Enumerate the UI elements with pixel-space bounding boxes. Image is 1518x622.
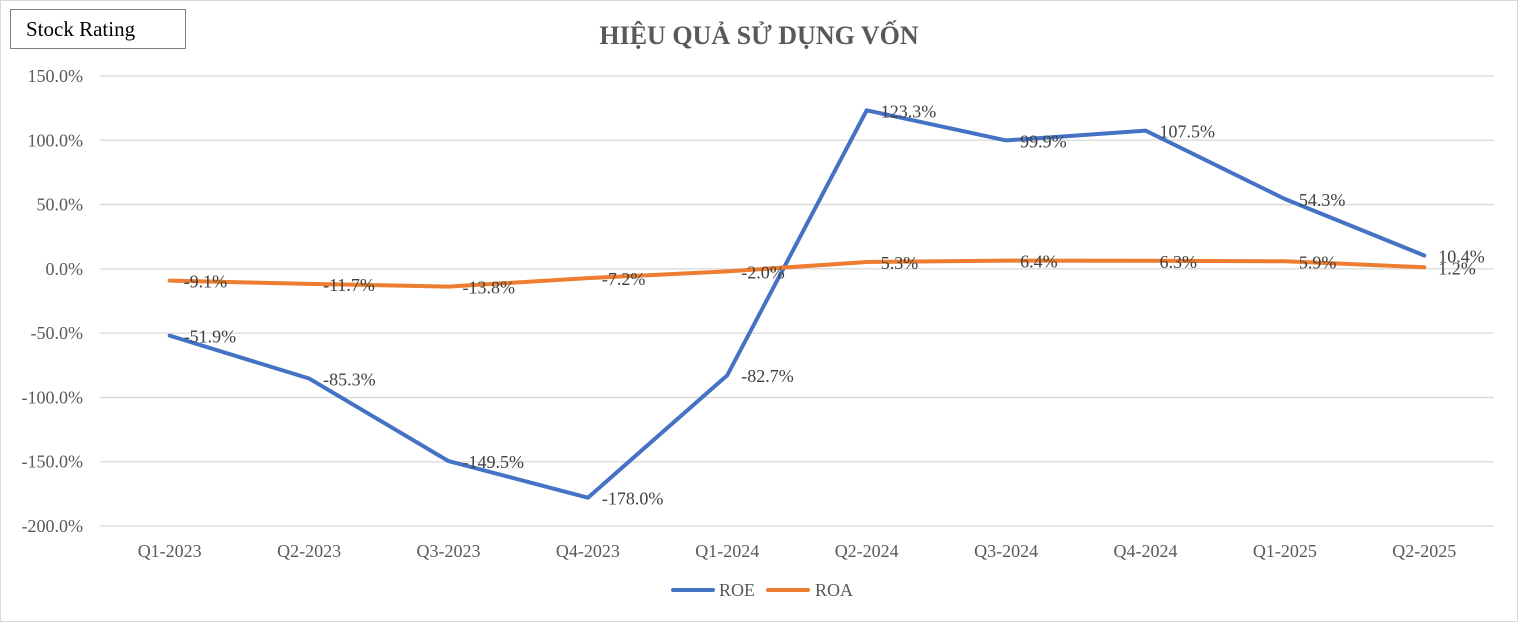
x-tick-label: Q2-2023 [277, 541, 341, 561]
y-tick-label: 0.0% [46, 259, 84, 279]
data-label-roa: 6.3% [1160, 252, 1198, 272]
x-tick-label: Q4-2024 [1114, 541, 1178, 561]
data-label-roa: 5.3% [881, 253, 919, 273]
legend-label-roe: ROE [719, 580, 755, 600]
grid-lines [100, 75, 1494, 527]
data-label-roa: 5.9% [1299, 252, 1337, 272]
x-tick-label: Q2-2025 [1392, 541, 1456, 561]
data-label-roa: -7.2% [602, 269, 646, 289]
x-tick-label: Q3-2024 [974, 541, 1038, 561]
x-tick-label: Q2-2024 [835, 541, 899, 561]
chart-title: HIỆU QUẢ SỬ DỤNG VỐN [599, 21, 918, 50]
data-label-roa: -9.1% [184, 272, 228, 292]
y-tick-label: -100.0% [22, 387, 84, 407]
x-tick-label: Q1-2025 [1253, 541, 1317, 561]
legend: ROE ROA [671, 580, 853, 600]
data-labels: -51.9% -85.3% -149.5% -178.0% -82.7% 123.3% 99… [184, 101, 1485, 508]
data-label-roe: -178.0% [602, 489, 664, 509]
data-label-roe: 10.4% [1438, 246, 1485, 266]
data-label-roa: 1.2% [1438, 258, 1476, 278]
data-label-roe: -149.5% [463, 452, 525, 472]
legend-label-roa: ROA [815, 580, 853, 600]
data-label-roa: -2.0% [741, 262, 785, 282]
y-tick-label: 50.0% [37, 195, 84, 215]
x-tick-label: Q4-2023 [556, 541, 620, 561]
y-tick-label: 150.0% [28, 66, 84, 86]
data-label-roa: -13.8% [463, 278, 516, 298]
data-label-roa: 6.4% [1020, 252, 1058, 272]
x-axis-ticks: Q1-2023 Q2-2023 Q3-2023 Q4-2023 Q1-2024 Q2-20… [138, 541, 1457, 561]
data-label-roe: 99.9% [1020, 131, 1067, 151]
stock-rating-badge: Stock Rating [10, 9, 186, 49]
x-tick-label: Q1-2024 [695, 541, 759, 561]
y-tick-label: -150.0% [22, 452, 84, 472]
y-axis-ticks: 150.0% 100.0% 50.0% 0.0% -50.0% -100.0% -150.0… [22, 66, 84, 536]
data-label-roe: 107.5% [1160, 122, 1216, 142]
data-label-roe: 123.3% [881, 101, 937, 121]
y-tick-label: -50.0% [31, 323, 84, 343]
data-label-roe: -82.7% [741, 366, 794, 386]
series-lines [167, 108, 1427, 500]
y-tick-label: 100.0% [28, 130, 84, 150]
series-line-roa [167, 258, 1427, 289]
data-label-roa: -11.7% [323, 275, 375, 295]
y-tick-label: -200.0% [22, 516, 84, 536]
x-tick-label: Q3-2023 [417, 541, 481, 561]
series-line-roe [167, 108, 1427, 500]
data-label-roe: -85.3% [323, 370, 376, 390]
data-label-roe: -51.9% [184, 327, 237, 347]
data-label-roe: 54.3% [1299, 190, 1346, 210]
x-tick-label: Q1-2023 [138, 541, 202, 561]
